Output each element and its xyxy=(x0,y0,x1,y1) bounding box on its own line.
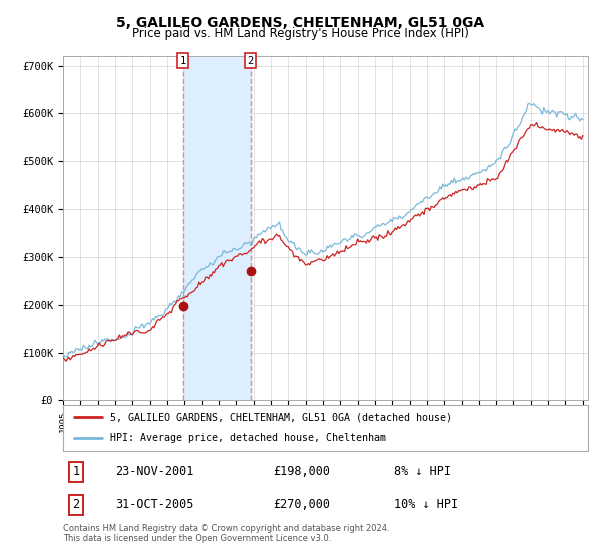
Text: 23-NOV-2001: 23-NOV-2001 xyxy=(115,465,194,478)
Text: HPI: Average price, detached house, Cheltenham: HPI: Average price, detached house, Chel… xyxy=(110,433,386,444)
Text: 2: 2 xyxy=(73,498,80,511)
Text: £198,000: £198,000 xyxy=(273,465,330,478)
Text: 2: 2 xyxy=(248,56,254,66)
Text: £270,000: £270,000 xyxy=(273,498,330,511)
Text: 10% ↓ HPI: 10% ↓ HPI xyxy=(394,498,458,511)
Text: 5, GALILEO GARDENS, CHELTENHAM, GL51 0GA: 5, GALILEO GARDENS, CHELTENHAM, GL51 0GA xyxy=(116,16,484,30)
Text: 1: 1 xyxy=(73,465,80,478)
Text: 8% ↓ HPI: 8% ↓ HPI xyxy=(394,465,451,478)
Text: Contains HM Land Registry data © Crown copyright and database right 2024.
This d: Contains HM Land Registry data © Crown c… xyxy=(63,524,389,543)
Text: 1: 1 xyxy=(179,56,185,66)
Text: 5, GALILEO GARDENS, CHELTENHAM, GL51 0GA (detached house): 5, GALILEO GARDENS, CHELTENHAM, GL51 0GA… xyxy=(110,412,452,422)
Bar xyxy=(182,56,251,400)
Text: Price paid vs. HM Land Registry's House Price Index (HPI): Price paid vs. HM Land Registry's House … xyxy=(131,27,469,40)
Text: 31-OCT-2005: 31-OCT-2005 xyxy=(115,498,194,511)
